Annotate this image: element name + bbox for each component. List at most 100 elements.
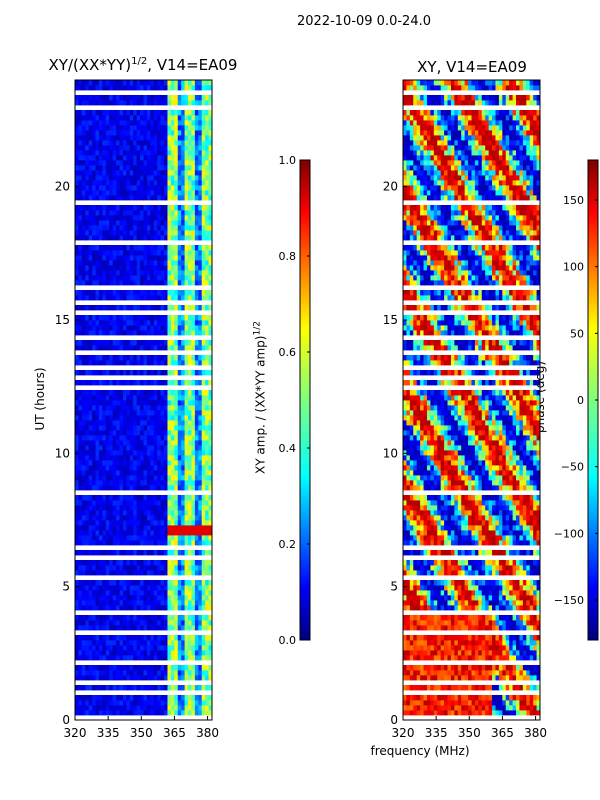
heat-cell [191, 395, 196, 401]
heat-cell [105, 220, 110, 226]
heat-cell [146, 270, 151, 276]
heat-cell [85, 540, 90, 546]
heat-cell [109, 245, 114, 251]
heat-cell [119, 290, 124, 296]
heat-cell [167, 150, 172, 156]
heat-cell [194, 145, 199, 151]
heat-cell [457, 640, 462, 646]
heat-cell [184, 340, 189, 346]
heat-cell [423, 645, 428, 651]
heat-cell [512, 665, 517, 671]
heat-cell [98, 525, 103, 531]
heat-cell [133, 145, 138, 151]
heat-cell [129, 590, 134, 596]
heat-cell [143, 495, 148, 501]
heat-cell [150, 195, 155, 201]
heat-cell [201, 265, 206, 271]
heat-cell [160, 570, 165, 576]
heat-cell [205, 470, 209, 476]
heat-cell [126, 260, 131, 266]
heat-cell [160, 640, 165, 646]
heat-cell [116, 140, 120, 146]
heat-cell [177, 520, 182, 526]
heat-cell [136, 615, 141, 621]
heat-cell [164, 120, 168, 126]
heat-cell [191, 620, 196, 626]
heat-cell [122, 415, 127, 421]
heat-cell [129, 605, 134, 611]
heat-cell [191, 675, 196, 681]
heat-cell [146, 665, 151, 671]
heat-cell [102, 440, 107, 446]
heat-cell [170, 245, 175, 251]
heat-cell [205, 530, 209, 536]
heat-cell [177, 195, 182, 201]
heat-cell [105, 305, 110, 311]
heat-cell [129, 625, 134, 631]
heat-cell [143, 475, 148, 481]
heat-cell [177, 185, 182, 191]
heat-cell [119, 580, 124, 586]
heat-cell [454, 670, 459, 676]
heat-cell [413, 650, 418, 656]
heat-cell [133, 120, 138, 126]
heat-cell [205, 360, 209, 366]
heat-cell [126, 380, 131, 386]
heat-cell [153, 315, 158, 321]
heat-cell [81, 125, 86, 131]
heat-cell [184, 585, 189, 591]
heat-cell [498, 600, 503, 606]
heat-cell [75, 435, 79, 441]
heat-cell [164, 710, 168, 716]
heat-cell [184, 425, 189, 431]
heat-cell [119, 120, 124, 126]
heat-cell [194, 185, 199, 191]
heat-cell [157, 655, 162, 661]
heat-cell [78, 280, 83, 286]
heat-cell [133, 190, 138, 196]
heat-cell [95, 460, 100, 466]
heat-cell [85, 190, 90, 196]
heat-cell [98, 135, 103, 141]
heat-cell [109, 475, 114, 481]
heat-cell [177, 675, 182, 681]
heat-cell [126, 615, 131, 621]
heat-cell [160, 135, 165, 141]
heat-cell [444, 605, 448, 611]
heat-cell [194, 195, 199, 201]
heat-cell [109, 260, 114, 266]
heat-cell [136, 320, 141, 326]
heat-cell [116, 340, 120, 346]
heat-cell [519, 665, 524, 671]
heat-cell [160, 195, 165, 201]
heat-cell [109, 255, 114, 261]
heat-cell [116, 125, 120, 131]
heat-cell [143, 540, 148, 546]
heat-cell [160, 235, 165, 241]
heat-cell [129, 185, 134, 191]
heat-cell [143, 305, 148, 311]
heat-cell [198, 160, 203, 166]
heat-cell [471, 700, 476, 706]
heat-cell [112, 535, 117, 541]
heat-cell [146, 250, 151, 256]
heat-cell [208, 150, 213, 156]
heat-cell [146, 550, 151, 556]
heat-cell [170, 140, 175, 146]
heat-cell [191, 170, 196, 176]
heat-cell [201, 620, 206, 626]
heat-cell [140, 455, 144, 461]
heat-cell [136, 505, 141, 511]
heat-cell [140, 540, 144, 546]
heat-cell [160, 405, 165, 411]
heat-cell [160, 140, 165, 146]
heat-cell [78, 645, 83, 651]
heat-cell [184, 220, 189, 226]
heat-cell [170, 120, 175, 126]
heat-cell [198, 270, 203, 276]
heat-cell [533, 640, 537, 646]
heat-cell [109, 180, 114, 186]
heat-cell [122, 345, 127, 351]
heat-cell [143, 370, 148, 376]
heat-cell [502, 655, 507, 661]
